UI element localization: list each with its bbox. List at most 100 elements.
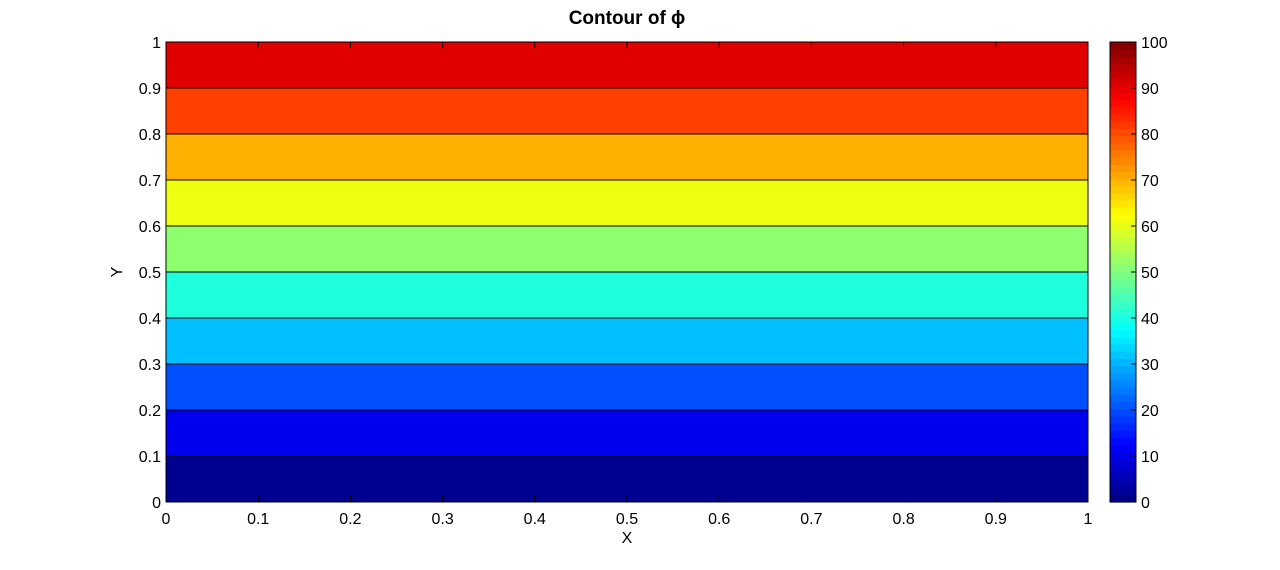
contour-band-0 bbox=[166, 456, 1088, 502]
contour-band-8 bbox=[166, 88, 1088, 134]
contour-bands bbox=[166, 42, 1088, 502]
colorbar-step bbox=[1110, 487, 1136, 496]
colorbar-step bbox=[1110, 322, 1136, 331]
colorbar-step bbox=[1110, 135, 1136, 144]
colorbar-step bbox=[1110, 228, 1136, 237]
colorbar-step bbox=[1110, 315, 1136, 323]
x-tick-label: 0.1 bbox=[247, 511, 269, 528]
colorbar-step bbox=[1110, 401, 1136, 410]
colorbar bbox=[1110, 42, 1136, 503]
x-tick-label: 0.2 bbox=[339, 511, 361, 528]
x-tick-label: 0.7 bbox=[800, 511, 822, 528]
colorbar-step bbox=[1110, 221, 1136, 230]
x-axis-label: X bbox=[621, 530, 633, 547]
colorbar-step bbox=[1110, 70, 1136, 79]
x-axis-ticks: 0 0.1 0.2 0.3 0.4 0.5 0.6 0.7 0.8 0.9 1 bbox=[162, 42, 1093, 528]
colorbar-step bbox=[1110, 178, 1136, 187]
colorbar-step bbox=[1110, 279, 1136, 287]
colorbar-step bbox=[1110, 92, 1136, 101]
y-tick-label: 1 bbox=[152, 35, 161, 52]
colorbar-step bbox=[1110, 99, 1136, 108]
x-tick-label: 0.3 bbox=[431, 511, 453, 528]
colorbar-step bbox=[1110, 192, 1136, 201]
colorbar-step bbox=[1110, 466, 1136, 474]
contour-band-1 bbox=[166, 410, 1088, 456]
colorbar-tick-label: 70 bbox=[1141, 173, 1159, 190]
colorbar-step bbox=[1110, 408, 1136, 417]
colorbar-tick-label: 50 bbox=[1141, 265, 1159, 282]
colorbar-step bbox=[1110, 387, 1136, 395]
colorbar-tick-label: 100 bbox=[1141, 35, 1168, 52]
colorbar-step bbox=[1110, 379, 1136, 388]
y-tick-label: 0.4 bbox=[139, 311, 161, 328]
colorbar-step bbox=[1110, 336, 1136, 345]
chart-title: Contour of ϕ bbox=[568, 8, 686, 29]
y-axis-label: Y bbox=[109, 266, 126, 278]
colorbar-step bbox=[1110, 480, 1136, 489]
colorbar-step bbox=[1110, 149, 1136, 158]
colorbar-step bbox=[1110, 415, 1136, 424]
colorbar-step bbox=[1110, 494, 1136, 503]
x-tick-label: 0 bbox=[162, 511, 171, 528]
colorbar-step bbox=[1110, 243, 1136, 252]
colorbar-step bbox=[1110, 437, 1136, 446]
colorbar-step bbox=[1110, 394, 1136, 402]
colorbar-step bbox=[1110, 343, 1136, 352]
colorbar-step bbox=[1110, 293, 1136, 302]
colorbar-step bbox=[1110, 257, 1136, 266]
contour-band-9 bbox=[166, 42, 1088, 88]
y-tick-label: 0.1 bbox=[139, 449, 161, 466]
colorbar-step bbox=[1110, 307, 1136, 316]
colorbar-step bbox=[1110, 77, 1136, 86]
colorbar-step bbox=[1110, 372, 1136, 381]
y-tick-label: 0.3 bbox=[139, 357, 161, 374]
y-tick-label: 0.7 bbox=[139, 173, 161, 190]
y-axis-ticks: 0 0.1 0.2 0.3 0.4 0.5 0.6 0.7 0.8 0.9 1 bbox=[139, 35, 1088, 512]
colorbar-step bbox=[1110, 85, 1136, 93]
contour-band-3 bbox=[166, 318, 1088, 364]
colorbar-step bbox=[1110, 121, 1136, 129]
colorbar-step bbox=[1110, 142, 1136, 151]
colorbar-step bbox=[1110, 236, 1136, 244]
colorbar-step bbox=[1110, 351, 1136, 359]
colorbar-tick-label: 10 bbox=[1141, 449, 1159, 466]
colorbar-step bbox=[1110, 185, 1136, 194]
colorbar-tick-label: 60 bbox=[1141, 219, 1159, 236]
colorbar-step bbox=[1110, 42, 1136, 50]
x-tick-label: 0.6 bbox=[708, 511, 730, 528]
y-tick-label: 0.2 bbox=[139, 403, 161, 420]
contour-lines bbox=[166, 87, 1088, 457]
colorbar-step bbox=[1110, 63, 1136, 72]
colorbar-step bbox=[1110, 430, 1136, 438]
y-tick-label: 0 bbox=[152, 495, 161, 512]
colorbar-step bbox=[1110, 200, 1136, 208]
colorbar-step bbox=[1110, 458, 1136, 467]
colorbar-step bbox=[1110, 128, 1136, 137]
colorbar-step bbox=[1110, 300, 1136, 309]
colorbar-tick-label: 80 bbox=[1141, 127, 1159, 144]
colorbar-step bbox=[1110, 272, 1136, 280]
colorbar-tick-label: 40 bbox=[1141, 311, 1159, 328]
colorbar-step bbox=[1110, 157, 1136, 165]
colorbar-step bbox=[1110, 422, 1136, 431]
contour-band-7 bbox=[166, 134, 1088, 180]
y-tick-label: 0.8 bbox=[139, 127, 161, 144]
y-tick-label: 0.6 bbox=[139, 219, 161, 236]
y-tick-label: 0.5 bbox=[139, 265, 161, 282]
colorbar-ticks: 0 10 20 30 40 50 60 70 80 90 100 bbox=[1131, 35, 1168, 512]
colorbar-step bbox=[1110, 264, 1136, 273]
colorbar-step bbox=[1110, 106, 1136, 115]
colorbar-step bbox=[1110, 286, 1136, 295]
colorbar-tick-label: 30 bbox=[1141, 357, 1159, 374]
y-tick-label: 0.9 bbox=[139, 81, 161, 98]
colorbar-step bbox=[1110, 49, 1136, 57]
x-tick-label: 0.8 bbox=[892, 511, 914, 528]
colorbar-step bbox=[1110, 451, 1136, 460]
x-tick-label: 0.4 bbox=[524, 511, 546, 528]
x-tick-label: 1 bbox=[1084, 511, 1093, 528]
colorbar-tick-label: 20 bbox=[1141, 403, 1159, 420]
contour-band-5 bbox=[166, 226, 1088, 272]
colorbar-step bbox=[1110, 214, 1136, 223]
